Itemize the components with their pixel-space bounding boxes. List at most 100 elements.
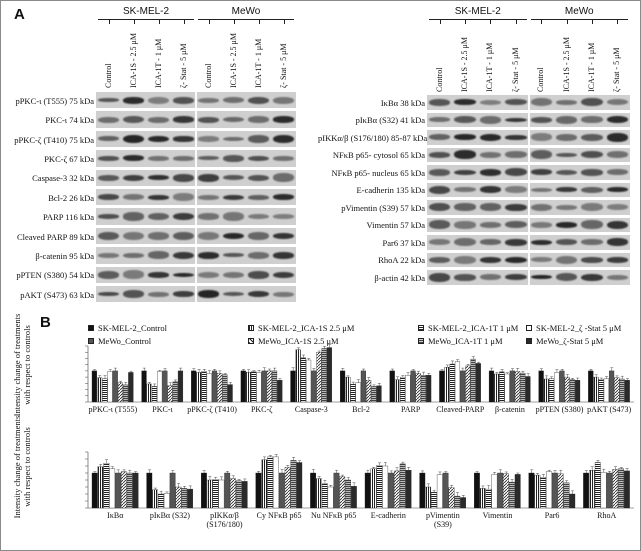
protein-band — [148, 251, 169, 260]
protein-band — [555, 255, 578, 264]
legend-swatch — [526, 338, 532, 344]
protein-band — [606, 187, 628, 193]
protein-band — [98, 116, 119, 123]
protein-band — [98, 136, 119, 142]
lane-tick — [258, 19, 260, 24]
protein-band — [530, 203, 552, 211]
protein-band — [123, 290, 144, 299]
protein-band — [123, 155, 144, 162]
legend-item: MeWo_Control — [88, 336, 151, 346]
group-separator — [195, 169, 197, 186]
protein-band — [505, 274, 527, 281]
lane-label: ICA-1S - 2.5 μM — [228, 33, 238, 88]
protein-band — [555, 204, 578, 210]
blot-strip — [96, 169, 296, 186]
legend-label: MeWo_ζ-Stat 5 μM — [536, 336, 604, 346]
protein-band — [248, 116, 269, 124]
protein-label: pIKKα/β (S176/180) 85-87 kDa — [318, 132, 428, 143]
cell-line-group-label: SK-MEL-2 — [454, 6, 501, 17]
legend-swatch — [418, 325, 424, 331]
legend-item: MeWo_ICA-1S 2.5 μM — [248, 336, 339, 346]
protein-band — [505, 134, 527, 140]
protein-band — [530, 239, 552, 245]
blot-strip — [427, 182, 630, 197]
protein-band — [173, 136, 194, 142]
protein-band — [123, 96, 144, 104]
blot-strip — [96, 92, 296, 109]
blot-strip — [96, 286, 296, 303]
legend-swatch — [526, 325, 532, 331]
lane-label: ICA-1S - 2.5 μM — [460, 37, 470, 92]
protein-band — [173, 116, 194, 123]
lane-tick — [233, 19, 235, 24]
protein-band — [223, 175, 244, 181]
group-separator — [527, 95, 530, 110]
protein-band — [98, 214, 119, 219]
protein-band — [123, 115, 144, 124]
protein-band — [273, 194, 294, 201]
lane-label: ICA-1S - 2.5 μM — [561, 37, 571, 92]
protein-band — [273, 155, 294, 161]
protein-band — [173, 251, 194, 260]
protein-band — [248, 270, 269, 279]
protein-label: β-catenin 95 kDa — [35, 250, 94, 261]
group-bracket — [530, 19, 628, 20]
blot-strip — [427, 130, 630, 145]
protein-band — [123, 194, 144, 201]
blot-strip — [96, 130, 296, 148]
group-separator — [195, 286, 197, 303]
blot-strip — [427, 95, 630, 110]
protein-band — [479, 274, 502, 281]
blot-strip — [96, 227, 296, 245]
legend-swatch — [88, 338, 94, 344]
protein-band — [223, 291, 244, 297]
protein-band — [248, 231, 269, 240]
protein-band — [581, 168, 603, 176]
protein-band — [555, 99, 578, 105]
protein-band — [198, 231, 219, 241]
legend-item: SK-MEL-2_ICA-1T 1 μM — [418, 323, 518, 333]
protein-band — [454, 255, 476, 264]
protein-label: E-cadherin 135 kDa — [356, 185, 425, 196]
protein-band — [505, 168, 527, 177]
blot-strip — [96, 189, 296, 206]
protein-band — [223, 253, 244, 258]
group-separator — [527, 130, 530, 145]
protein-band — [123, 270, 144, 280]
protein-band — [479, 99, 502, 105]
lane-label: ICA-1T - 1 μM — [485, 42, 495, 92]
protein-band — [223, 116, 244, 123]
protein-band — [173, 212, 194, 221]
protein-band — [148, 96, 169, 104]
protein-label: IκBα 38 kDa — [380, 97, 425, 108]
legend-label: MeWo_Control — [98, 336, 152, 346]
protein-label: pAKT (S473) 63 kDa — [20, 289, 94, 300]
protein-label: NFκB p65- cytosol 65 kDa — [332, 150, 425, 161]
protein-band — [530, 275, 552, 280]
lane-label: ζ- Stat - 5 μM — [510, 47, 520, 93]
legend-item: MeWo_ζ-Stat 5 μM — [526, 336, 603, 346]
lane-label: ICA-1S - 2.5 μM — [128, 33, 138, 88]
protein-band — [429, 151, 451, 158]
blot-strip — [427, 217, 630, 232]
protein-band — [454, 273, 476, 281]
protein-band — [248, 213, 269, 220]
group-bracket — [198, 19, 294, 20]
legend-label: SK-MEL-2_ICA-1T 1 μM — [428, 323, 519, 333]
protein-band — [273, 134, 294, 144]
protein-band — [148, 116, 169, 123]
blot-strip — [96, 150, 296, 167]
protein-band — [173, 96, 194, 104]
protein-band — [248, 252, 269, 259]
panel-a-letter: A — [14, 6, 25, 23]
protein-band — [530, 150, 552, 160]
protein-band — [173, 291, 194, 298]
protein-band — [454, 187, 476, 193]
protein-band — [479, 186, 502, 194]
group-separator — [527, 235, 530, 250]
protein-band — [581, 273, 603, 281]
legend-swatch — [418, 338, 424, 344]
group-separator — [195, 266, 197, 283]
cell-line-group-label: MeWo — [231, 6, 261, 17]
protein-band — [198, 156, 219, 161]
